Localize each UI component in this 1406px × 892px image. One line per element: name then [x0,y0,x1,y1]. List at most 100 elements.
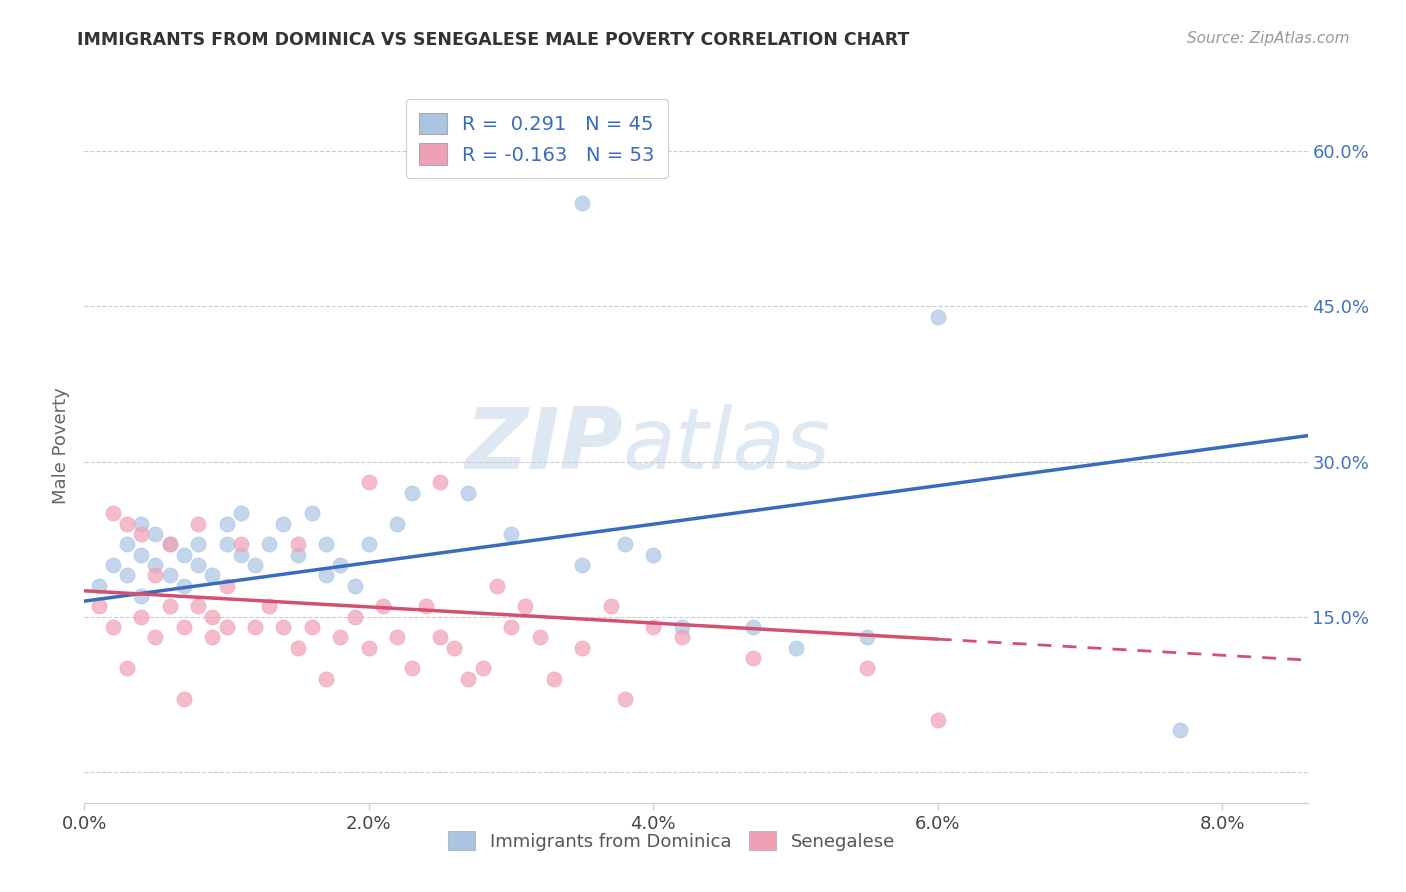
Point [115,516,138,531]
Point [287,640,309,655]
Point [273,620,295,634]
Point [1168,723,1191,738]
Point [229,506,252,520]
Point [643,145,665,159]
Point [643,620,665,634]
Point [443,640,465,655]
Point [671,630,693,644]
Point [515,599,537,614]
Point [357,537,380,551]
Point [129,548,152,562]
Point [129,589,152,603]
Point [201,630,224,644]
Point [315,568,337,582]
Point [159,537,181,551]
Point [229,537,252,551]
Point [571,640,593,655]
Point [259,537,281,551]
Point [485,579,508,593]
Text: IMMIGRANTS FROM DOMINICA VS SENEGALESE MALE POVERTY CORRELATION CHART: IMMIGRANTS FROM DOMINICA VS SENEGALESE M… [77,31,910,49]
Point [301,506,323,520]
Point [457,485,479,500]
Point [215,516,238,531]
Point [387,630,409,644]
Point [215,537,238,551]
Point [287,548,309,562]
Point [571,196,593,211]
Point [229,548,252,562]
Point [613,692,636,706]
Point [215,620,238,634]
Point [129,527,152,541]
Point [187,516,209,531]
Point [855,630,877,644]
Point [529,630,551,644]
Point [315,672,337,686]
Point [357,475,380,490]
Point [159,537,181,551]
Point [173,692,195,706]
Point [613,537,636,551]
Point [741,651,763,665]
Point [357,640,380,655]
Point [115,568,138,582]
Point [785,640,807,655]
Point [187,599,209,614]
Point [401,485,423,500]
Point [259,599,281,614]
Point [115,537,138,551]
Point [741,620,763,634]
Point [187,558,209,572]
Point [243,558,266,572]
Point [145,630,167,644]
Point [145,558,167,572]
Point [499,620,522,634]
Point [173,548,195,562]
Point [159,599,181,614]
Point [429,630,451,644]
Point [273,516,295,531]
Point [471,661,494,675]
Point [315,537,337,551]
Point [543,672,565,686]
Point [387,516,409,531]
Point [243,620,266,634]
Point [927,713,949,727]
Point [201,568,224,582]
Point [145,527,167,541]
Point [571,558,593,572]
Point [129,516,152,531]
Point [129,609,152,624]
Point [201,609,224,624]
Point [855,661,877,675]
Point [371,599,394,614]
Point [101,506,124,520]
Point [87,579,110,593]
Text: atlas: atlas [623,404,831,488]
Point [187,537,209,551]
Point [101,558,124,572]
Text: ZIP: ZIP [465,404,623,488]
Point [159,568,181,582]
Point [415,599,437,614]
Point [429,475,451,490]
Point [643,548,665,562]
Point [173,579,195,593]
Point [115,661,138,675]
Point [145,568,167,582]
Point [287,537,309,551]
Point [329,558,352,572]
Point [671,620,693,634]
Point [301,620,323,634]
Point [87,599,110,614]
Point [927,310,949,324]
Legend: Immigrants from Dominica, Senegalese: Immigrants from Dominica, Senegalese [441,824,903,858]
Point [329,630,352,644]
Point [101,620,124,634]
Point [401,661,423,675]
Text: Source: ZipAtlas.com: Source: ZipAtlas.com [1187,31,1350,46]
Point [457,672,479,686]
Point [343,609,366,624]
Point [599,599,621,614]
Point [173,620,195,634]
